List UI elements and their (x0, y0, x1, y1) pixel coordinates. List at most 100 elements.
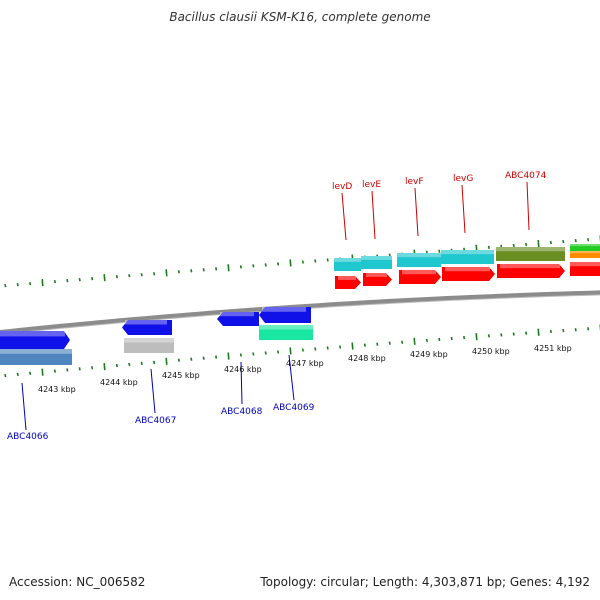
gene-levF-arrow-highlight (402, 270, 436, 275)
gene-label-ABC4074[interactable]: ABC4074 (505, 171, 547, 181)
lower-tick (438, 337, 441, 342)
gene-label-ABC4068[interactable]: ABC4068 (221, 407, 263, 417)
gene-ABC4068-arrow-highlight (220, 312, 254, 317)
lower-tick (401, 340, 404, 344)
upper-tick (574, 238, 577, 243)
gene-label-levF[interactable]: levF (405, 177, 424, 187)
lower-tick (239, 353, 242, 357)
gene-ABC4067-arrow-highlight (125, 320, 167, 325)
gene-next-green-highlight (570, 244, 600, 247)
lower-tick (549, 329, 552, 334)
lower-tick (587, 327, 590, 331)
lower-tick (91, 366, 94, 370)
gene-ABC4074-cds-body (496, 247, 565, 261)
leader-ABC4068 (240, 361, 243, 405)
lower-tick (463, 335, 466, 340)
upper-tick (264, 263, 267, 267)
leader-ABC4074 (526, 181, 530, 231)
upper-tick (239, 265, 242, 269)
genome-title: Bacillus clausii KSM-K16, complete genom… (169, 10, 431, 24)
gene-label-levD[interactable]: levD (332, 182, 352, 192)
upper-tick (16, 282, 19, 287)
gene-levE-arrow (363, 273, 392, 286)
upper-tick (153, 272, 156, 276)
upper-tick (252, 264, 255, 268)
gene-levF-arrow-body (399, 270, 441, 284)
upper-tick (78, 278, 81, 282)
upper-tick (525, 242, 528, 247)
gene-ABC4069-cds-highlight (259, 325, 313, 330)
gene-ABC4069-arrow (259, 307, 311, 323)
gene-ABC4068-arrow (217, 312, 259, 326)
gene-ABC4066-cds (0, 349, 72, 365)
gene-label-levG[interactable]: levG (453, 174, 473, 184)
kbp-label-4244: 4244 kbp (100, 378, 138, 387)
kbp-label-4247: 4247 kbp (286, 359, 324, 368)
lower-tick (574, 328, 577, 332)
gene-levD-arrow (335, 276, 361, 289)
gene-ABC4067-arrow (122, 320, 172, 335)
gene-ABC4067-cds-body (124, 338, 174, 353)
upper-tick-track (4, 235, 600, 288)
kbp-label-4243: 4243 kbp (38, 385, 76, 394)
gene-label-levE[interactable]: levE (362, 180, 381, 190)
accession-text: Accession: NC_006582 (9, 575, 146, 589)
gene-ABC4074-cds-highlight (496, 247, 565, 252)
lower-tick (500, 333, 503, 337)
lower-tick (66, 368, 69, 372)
upper-tick (537, 239, 540, 248)
upper-tick (587, 238, 590, 242)
gene-label-ABC4066[interactable]: ABC4066 (7, 432, 49, 442)
upper-tick (227, 264, 230, 272)
upper-tick (289, 259, 292, 267)
lower-tick (16, 372, 19, 377)
gene-ABC4074-arrow-body (497, 264, 565, 278)
gene-ABC4066-arrow (0, 331, 70, 349)
kbp-label-4246: 4246 kbp (224, 365, 262, 374)
gene-ABC4074-arrow-highlight (500, 264, 560, 269)
gene-label-ABC4067[interactable]: ABC4067 (135, 416, 176, 426)
gene-ABC4066-arrow-body (0, 331, 70, 349)
label-leader-lines (21, 181, 530, 431)
lower-tick (512, 332, 515, 336)
reverse-gene-labels: ABC4066 ABC4067 ABC4068 ABC4069 (7, 403, 315, 442)
upper-tick (4, 283, 7, 288)
leader-levG (461, 184, 466, 234)
upper-tick (103, 274, 106, 282)
lower-tick (140, 361, 143, 366)
kbp-label-4245: 4245 kbp (162, 371, 200, 380)
gene-levD-arrow-highlight (338, 276, 356, 280)
upper-tick (140, 273, 143, 277)
lower-tick (165, 357, 168, 365)
gene-next-orange-highlight (570, 251, 600, 254)
gene-next-red (570, 262, 600, 276)
lower-tick (103, 363, 106, 371)
lower-tick (314, 347, 317, 351)
gene-next-green-body (570, 244, 600, 251)
gene-label-ABC4069[interactable]: ABC4069 (273, 403, 315, 413)
upper-tick (165, 269, 168, 277)
gene-next-green (570, 244, 600, 251)
gene-next-red-body (570, 262, 600, 276)
leader-ABC4066 (21, 382, 27, 431)
gene-next-red-highlight (570, 262, 600, 267)
gene-levE-cds-body (361, 256, 392, 269)
gene-levG-cds (441, 250, 494, 264)
lower-tick (53, 369, 56, 373)
gene-next-orange (570, 251, 600, 258)
lower-tick (277, 350, 280, 354)
kbp-tick-labels: 4243 kbp 4244 kbp 4245 kbp 4246 kbp 4247… (38, 344, 572, 394)
gene-levF-cds (397, 253, 441, 267)
gene-features (0, 244, 600, 365)
gene-ABC4074-arrow (497, 264, 565, 278)
lower-tick (29, 371, 32, 375)
lower-tick-track (4, 324, 600, 378)
lower-tick (115, 363, 118, 368)
kbp-label-4249: 4249 kbp (410, 350, 448, 359)
lower-tick (202, 356, 205, 360)
upper-tick (487, 245, 490, 250)
gene-levG-arrow-highlight (445, 267, 490, 272)
lower-tick (4, 373, 7, 378)
gene-levG-cds-body (441, 250, 494, 264)
gene-levG-arrow-body (442, 267, 495, 281)
